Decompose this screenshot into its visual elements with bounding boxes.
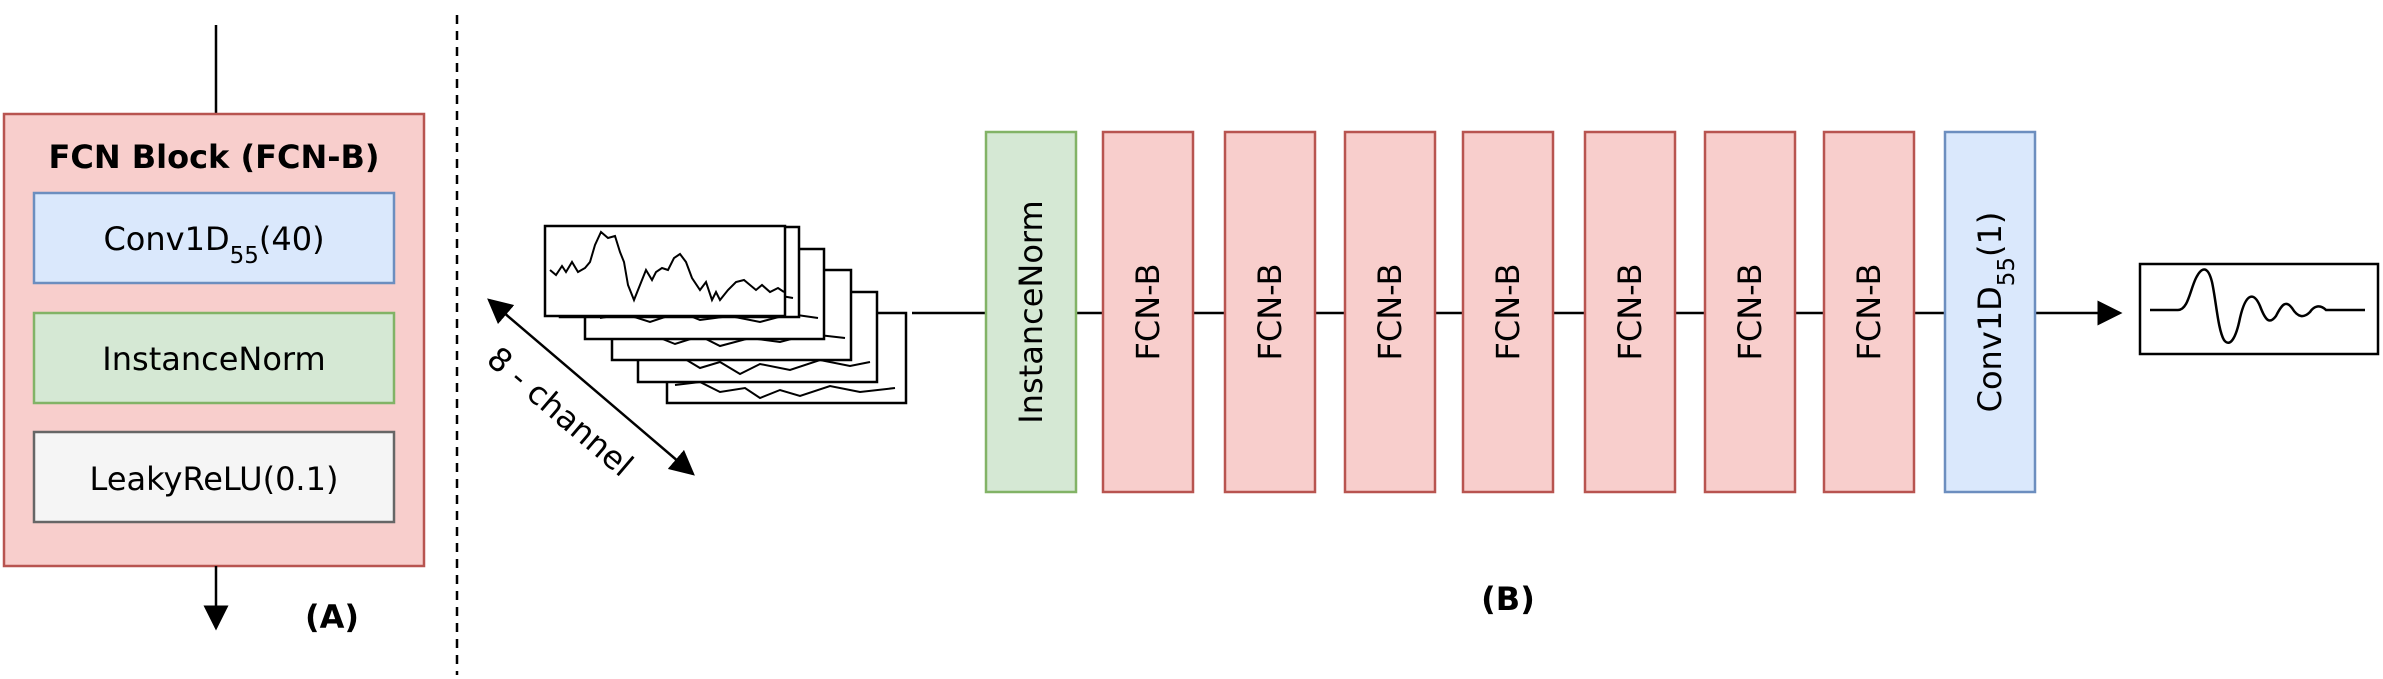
fcn-b-label-2: FCN-B — [1251, 263, 1289, 360]
fcn-b-box-4 — [1461, 130, 1555, 494]
conv-layer-box — [32, 191, 396, 285]
fcn-b-box-3 — [1343, 130, 1437, 494]
conv-layer-label: Conv1D55(40) — [103, 220, 324, 269]
panel-b: 8 - channel InstanceNorm FCN-B FCN-B FCN… — [480, 130, 2380, 618]
fcn-b-label-5: FCN-B — [1611, 263, 1649, 360]
norm-layer-label: InstanceNorm — [102, 340, 325, 378]
pipeline-norm-label: InstanceNorm — [1012, 200, 1050, 423]
panel-a: FCN Block (FCN-B) Conv1D55(40) InstanceN… — [2, 25, 426, 636]
fcn-b-label-3: FCN-B — [1371, 263, 1409, 360]
fcn-b-label-4: FCN-B — [1489, 263, 1527, 360]
input-signal-stack — [543, 224, 908, 405]
fcn-b-box-1 — [1101, 130, 1195, 494]
fcn-b-box-7 — [1822, 130, 1916, 494]
norm-layer-box — [32, 311, 396, 405]
pipeline-conv-box — [1943, 130, 2037, 494]
fcn-b-label-7: FCN-B — [1850, 263, 1888, 360]
output-signal-trace — [2150, 268, 2365, 344]
fcn-b-label-1: FCN-B — [1129, 263, 1167, 360]
pipeline-conv-label: Conv1D55(1) — [1971, 212, 2020, 413]
activation-layer-label: LeakyReLU(0.1) — [90, 460, 339, 498]
fcn-b-label-6: FCN-B — [1731, 263, 1769, 360]
panel-a-label: (A) — [305, 598, 359, 636]
fcn-b-box-2 — [1223, 130, 1317, 494]
fcn-b-box-5 — [1583, 130, 1677, 494]
activation-layer-box — [32, 430, 396, 524]
signal-trace-front — [549, 230, 785, 303]
panel-b-label: (B) — [1481, 580, 1535, 618]
channel-axis-arrow — [487, 298, 695, 476]
fcn-b-box-6 — [1703, 130, 1797, 494]
pipeline-norm-box — [984, 130, 1078, 494]
fcn-block-title: FCN Block (FCN-B) — [48, 138, 379, 176]
signal-trace — [674, 380, 896, 400]
